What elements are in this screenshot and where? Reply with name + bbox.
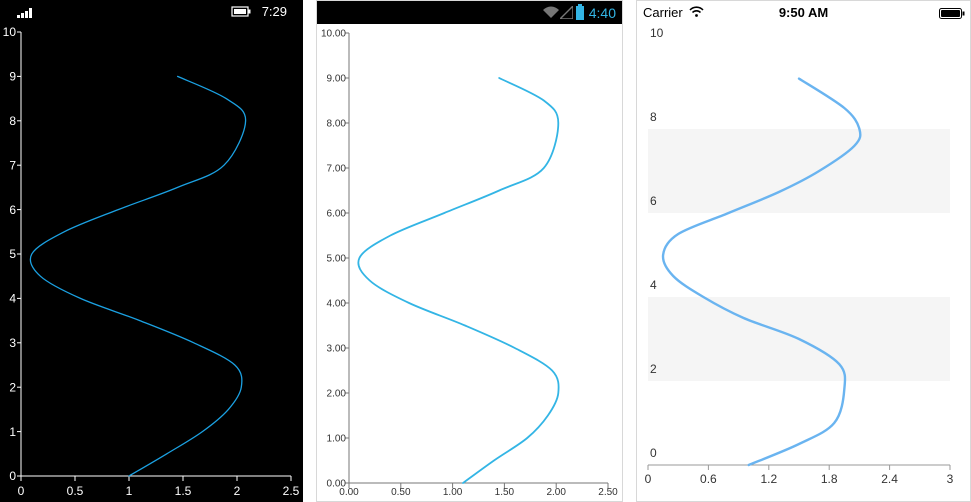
x-tick-label: 2.4: [881, 472, 898, 486]
x-tick-label: 3: [947, 472, 954, 486]
status-time: 9:50 AM: [778, 5, 829, 20]
y-tick-label: 10.00: [321, 29, 346, 40]
y-tick-label: 2: [9, 380, 16, 394]
chart-ios: 0 0.6 1.2 1.8 2.4 3 0 2 4 6 8 10: [645, 26, 954, 486]
y-tick-label: 9: [9, 70, 16, 84]
y-tick-label: 7: [9, 158, 16, 172]
y-tick-label: 0: [9, 469, 16, 483]
x-tick-label: 2.50: [598, 487, 618, 498]
status-bar: 7:29: [0, 0, 303, 24]
status-time: 7:29: [261, 4, 287, 19]
y-tick-label: 3: [9, 336, 16, 350]
wifi-icon: [543, 6, 559, 18]
y-tick-label: 1: [9, 425, 16, 439]
x-tick-label: 0: [645, 472, 652, 486]
x-tick-label: 2: [234, 484, 241, 498]
x-tick-label: 1.50: [495, 487, 515, 498]
y-tick-label: 10: [3, 25, 17, 39]
x-tick-label: 0: [18, 484, 25, 498]
x-tick-label: 1.8: [821, 472, 838, 486]
y-tick-label: 10: [650, 26, 664, 40]
status-time: 4:40: [588, 5, 616, 21]
y-tick-label: 6: [9, 203, 16, 217]
y-tick-label: 0.00: [327, 479, 347, 490]
wifi-icon: [689, 6, 704, 17]
android-phone-screen: 4:40 0.00 0.50 1.00 1.50 2.00 2.50 0.00 1.00 2.0…: [316, 0, 623, 502]
x-tick-label: 1.5: [175, 484, 192, 498]
y-tick-label: 3.00: [327, 344, 347, 355]
y-tick-label: 2.00: [327, 389, 347, 400]
y-tick-label: 9.00: [327, 74, 347, 85]
y-tick-label: 1.00: [327, 434, 347, 445]
x-tick-label: 1.00: [443, 487, 463, 498]
series-line: [29, 75, 247, 477]
y-tick-label: 8.00: [327, 119, 347, 130]
y-tick-label: 4: [650, 278, 657, 292]
windows-phone-screen: 7:29 0 0.5 1 1.5 2 2.5 0 1 2 3 4 5 6 7 8 9 10: [0, 0, 303, 502]
plot-band: [648, 129, 950, 213]
y-tick-label: 8: [650, 110, 657, 124]
y-tick-label: 6.00: [327, 209, 347, 220]
x-tick-label: 2.5: [283, 484, 300, 498]
y-tick-label: 5.00: [327, 254, 347, 265]
battery-icon: [231, 6, 251, 17]
x-tick-label: 1: [126, 484, 133, 498]
series-line: [661, 77, 862, 467]
y-tick-label: 5: [9, 247, 16, 261]
signal-icon: [17, 8, 32, 18]
y-tick-label: 8: [9, 114, 16, 128]
ios-phone-screen: Carrier 9:50 AM 0 0.6 1.2 1.8 2.4 3 0 2 4 6 8 10: [636, 0, 971, 502]
chart-android: 0.00 0.50 1.00 1.50 2.00 2.50 0.00 1.00 2.00 3.00…: [321, 29, 618, 499]
battery-icon: [576, 4, 584, 20]
x-tick-label: 0.6: [700, 472, 717, 486]
carrier-label: Carrier: [643, 5, 683, 20]
y-tick-label: 6: [650, 194, 657, 208]
y-tick-label: 7.00: [327, 164, 347, 175]
x-tick-label: 0.00: [339, 487, 359, 498]
status-bar: 4:40: [317, 1, 622, 24]
y-tick-label: 0: [650, 446, 657, 460]
x-tick-label: 0.50: [391, 487, 411, 498]
chart-windows: 0 0.5 1 1.5 2 2.5 0 1 2 3 4 5 6 7 8 9 10: [3, 25, 300, 498]
cell-signal-icon: [560, 6, 573, 19]
battery-icon: [939, 8, 965, 19]
y-tick-label: 2: [650, 362, 657, 376]
x-tick-label: 1.2: [760, 472, 777, 486]
y-tick-label: 4.00: [327, 299, 347, 310]
status-bar: Carrier 9:50 AM: [637, 1, 970, 25]
x-tick-label: 2.00: [546, 487, 566, 498]
y-tick-label: 4: [9, 292, 16, 306]
x-tick-label: 0.5: [67, 484, 84, 498]
series-line: [357, 77, 560, 484]
